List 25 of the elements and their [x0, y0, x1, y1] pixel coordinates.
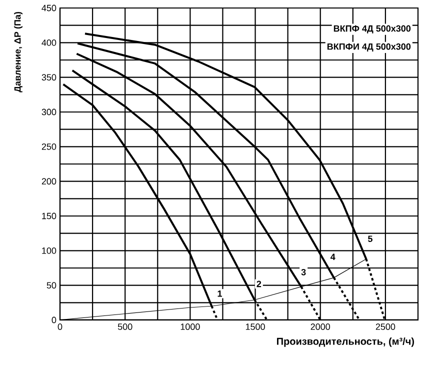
annotation: 1 [218, 290, 222, 297]
x-tick-label: 500 [118, 324, 132, 330]
annotation: 4 [330, 254, 336, 260]
annotation: ВКПФ 4Д 500x300 [334, 25, 411, 34]
x-axis-title: Производительность, (м³/ч) [277, 338, 414, 347]
x-tick-label: 2500 [376, 324, 396, 330]
x-tick-label: 1000 [180, 324, 200, 330]
y-tick-label: 250 [42, 143, 56, 150]
y-axis-title: Давление, ΔP (Па) [14, 12, 22, 92]
x-tick-label: 0 [58, 324, 62, 330]
y-tick-label: 400 [42, 39, 56, 46]
x-tick-label: 2000 [310, 324, 330, 330]
y-tick-label: 150 [42, 212, 56, 220]
annotation: 5 [368, 236, 372, 242]
y-tick-label: 50 [46, 282, 56, 289]
y-tick-label: 200 [42, 178, 56, 185]
annotation: ВКПФИ 4Д 500x300 [327, 43, 411, 52]
y-tick-label: 300 [42, 108, 56, 116]
annotation: 3 [301, 268, 306, 276]
annotation: 2 [256, 280, 262, 288]
y-tick-label: 100 [42, 247, 56, 254]
x-tick-label: 1500 [246, 324, 265, 330]
y-tick-label: 350 [42, 74, 56, 81]
y-tick-label: 450 [42, 4, 56, 12]
y-tick-label: 0 [52, 316, 56, 324]
